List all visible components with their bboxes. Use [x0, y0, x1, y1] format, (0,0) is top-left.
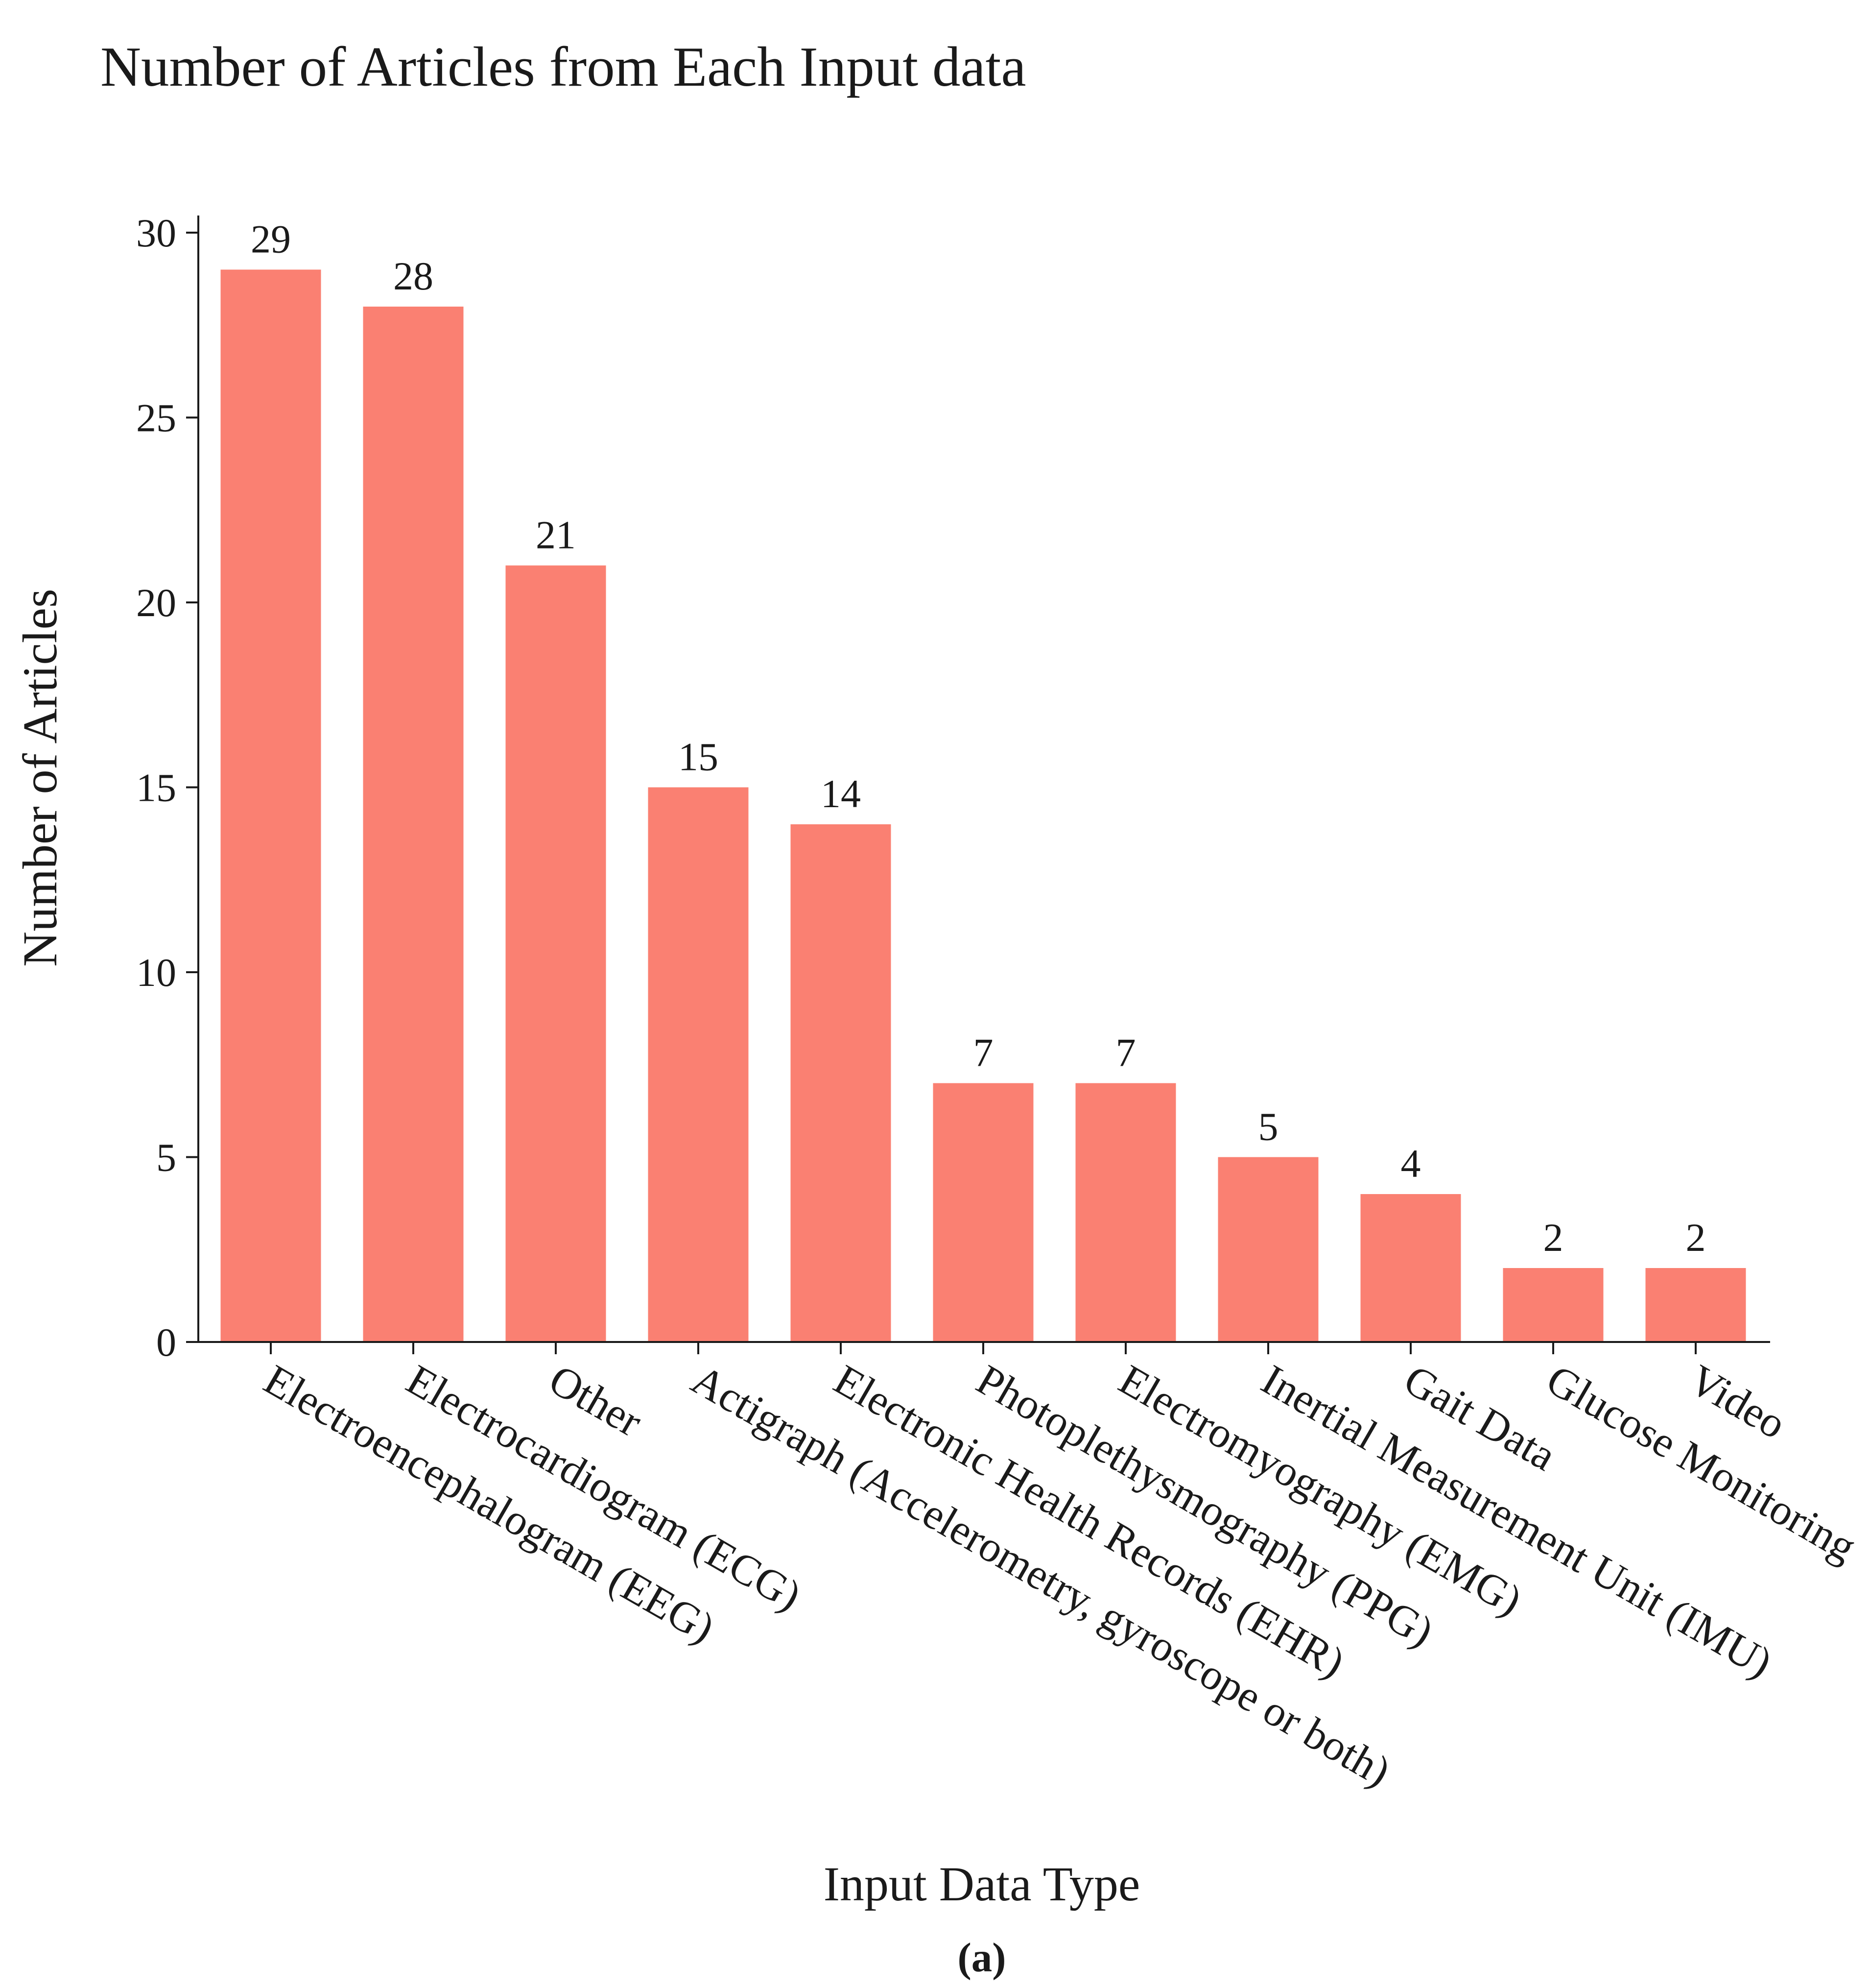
chart-title: Number of Articles from Each Input data [100, 36, 1026, 98]
bars-layer [220, 269, 1746, 1342]
y-tick-label: 20 [136, 580, 176, 625]
bar-value-label: 15 [678, 735, 718, 779]
x-tick-label: Other [541, 1356, 650, 1446]
bar-value-labels: 29 28 21 15 14 7 7 5 4 2 2 [251, 217, 1706, 1260]
bar-value-label: 14 [821, 771, 861, 816]
bar [363, 307, 464, 1342]
bar-value-label: 21 [536, 513, 576, 557]
bar [1218, 1157, 1319, 1342]
bar-value-label: 2 [1686, 1215, 1706, 1260]
bar [933, 1083, 1034, 1342]
bar-value-label: 7 [973, 1030, 994, 1075]
bar-value-label: 7 [1116, 1030, 1136, 1075]
x-axis-ticks: Electroencephalogram (EEG)Electrocardiog… [256, 1342, 1864, 1796]
y-tick-label: 0 [156, 1320, 176, 1365]
bar-value-label: 28 [393, 254, 433, 298]
bar [220, 269, 321, 1342]
bar-value-label: 29 [251, 217, 291, 262]
bar [1645, 1268, 1746, 1342]
y-tick-label: 30 [136, 211, 176, 255]
y-axis-ticks: 0 5 10 15 20 25 30 [136, 211, 198, 1365]
figure-caption: (a) [957, 1935, 1006, 1981]
bar-value-label: 4 [1401, 1141, 1421, 1186]
bar [790, 824, 891, 1342]
x-axis-label: Input Data Type [824, 1857, 1140, 1911]
bar [1075, 1083, 1176, 1342]
bar [1503, 1268, 1604, 1342]
y-axis-label: Number of Articles [13, 589, 67, 967]
bar [648, 787, 749, 1342]
y-tick-label: 5 [156, 1135, 176, 1180]
y-tick-label: 10 [136, 950, 176, 995]
bar [505, 565, 606, 1342]
bar [1360, 1194, 1461, 1342]
y-tick-label: 25 [136, 396, 176, 440]
bar-value-label: 5 [1258, 1104, 1278, 1149]
bar-value-label: 2 [1543, 1215, 1563, 1260]
y-tick-label: 15 [136, 766, 176, 810]
